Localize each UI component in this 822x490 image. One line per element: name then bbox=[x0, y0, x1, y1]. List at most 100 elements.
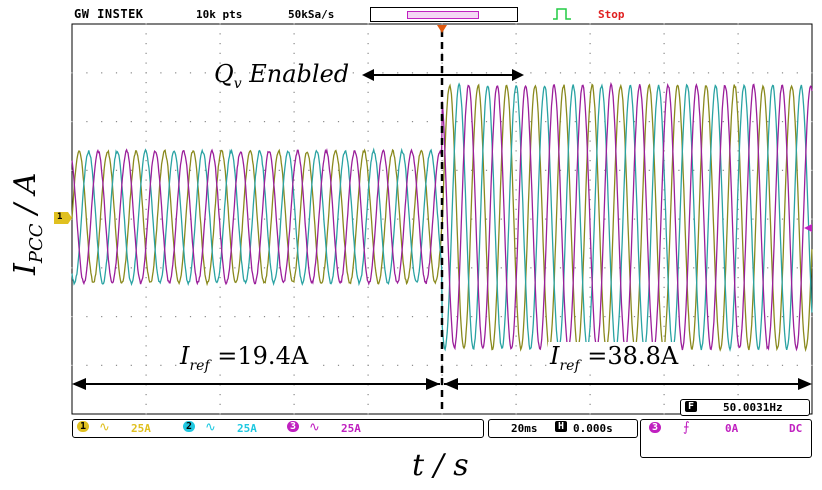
grid-dot bbox=[368, 297, 369, 298]
grid-dot bbox=[516, 33, 517, 34]
grid-dot bbox=[353, 316, 354, 317]
grid-dot bbox=[323, 365, 324, 366]
grid-dot bbox=[516, 160, 517, 161]
grid-dot bbox=[353, 121, 354, 122]
grid-dot bbox=[516, 92, 517, 93]
grid-dot bbox=[323, 121, 324, 122]
grid-dot bbox=[220, 248, 221, 249]
grid-dot bbox=[649, 72, 650, 73]
grid-dot bbox=[530, 365, 531, 366]
grid-dot bbox=[116, 365, 117, 366]
grid-dot bbox=[294, 258, 295, 259]
grid-dot bbox=[752, 121, 753, 122]
grid-dot bbox=[72, 219, 73, 220]
grid-dot bbox=[590, 375, 591, 376]
grid-dot bbox=[619, 72, 620, 73]
grid-dot bbox=[738, 248, 739, 249]
grid-dot bbox=[131, 121, 132, 122]
grid-dot bbox=[501, 72, 502, 73]
grid-dot bbox=[353, 72, 354, 73]
grid-dot bbox=[86, 170, 87, 171]
grid-dot bbox=[264, 219, 265, 220]
grid-dot bbox=[294, 219, 295, 220]
grid-dot bbox=[279, 219, 280, 220]
grid-dot bbox=[146, 404, 147, 405]
grid-dot bbox=[664, 111, 665, 112]
grid-dot bbox=[220, 111, 221, 112]
grid-dot bbox=[146, 24, 147, 25]
grid-dot bbox=[530, 219, 531, 220]
h-position-icon: H bbox=[555, 421, 567, 432]
grid-dot bbox=[664, 267, 665, 268]
grid-dot bbox=[220, 170, 221, 171]
grid-dot bbox=[101, 316, 102, 317]
grid-dot bbox=[442, 375, 443, 376]
grid-dot bbox=[649, 121, 650, 122]
grid-dot bbox=[294, 394, 295, 395]
grid-dot bbox=[723, 121, 724, 122]
grid-dot bbox=[220, 33, 221, 34]
grid-dot bbox=[738, 316, 739, 317]
grid-dot bbox=[146, 53, 147, 54]
grid-dot bbox=[131, 267, 132, 268]
grid-dot bbox=[175, 121, 176, 122]
grid-dot bbox=[634, 219, 635, 220]
grid-dot bbox=[220, 404, 221, 405]
grid-dot bbox=[752, 72, 753, 73]
grid-dot bbox=[678, 170, 679, 171]
grid-dot bbox=[131, 170, 132, 171]
grid-dot bbox=[738, 365, 739, 366]
grid-dot bbox=[234, 316, 235, 317]
grid-dot bbox=[590, 43, 591, 44]
grid-dot bbox=[530, 72, 531, 73]
grid-dot bbox=[516, 404, 517, 405]
grid-dot bbox=[708, 72, 709, 73]
grid-dot bbox=[664, 394, 665, 395]
grid-dot bbox=[368, 365, 369, 366]
grid-dot bbox=[782, 219, 783, 220]
grid-dot bbox=[590, 287, 591, 288]
grid-dot bbox=[131, 219, 132, 220]
ch3-badge: 3 bbox=[287, 421, 299, 432]
grid-dot bbox=[516, 414, 517, 415]
grid-dot bbox=[678, 72, 679, 73]
grid-dot bbox=[797, 316, 798, 317]
grid-dot bbox=[308, 316, 309, 317]
grid-dot bbox=[353, 365, 354, 366]
grid-dot bbox=[738, 33, 739, 34]
grid-dot bbox=[708, 121, 709, 122]
grid-dot bbox=[516, 24, 517, 25]
grid-dot bbox=[767, 267, 768, 268]
grid-dot bbox=[220, 121, 221, 122]
grid-dot bbox=[486, 219, 487, 220]
grid-dot bbox=[146, 160, 147, 161]
iref-left-label: Iref =19.4A bbox=[178, 342, 310, 374]
grid-dot bbox=[146, 365, 147, 366]
grid-dot bbox=[604, 316, 605, 317]
grid-dot bbox=[368, 150, 369, 151]
grid-dot bbox=[516, 355, 517, 356]
grid-dot bbox=[590, 189, 591, 190]
grid-dot bbox=[738, 82, 739, 83]
grid-dot bbox=[146, 189, 147, 190]
grid-dot bbox=[486, 121, 487, 122]
grid-dot bbox=[604, 267, 605, 268]
grid-dot bbox=[368, 219, 369, 220]
grid-dot bbox=[338, 121, 339, 122]
ch3-scale: 25A bbox=[341, 422, 361, 435]
grid-dot bbox=[590, 53, 591, 54]
grid-dot bbox=[634, 72, 635, 73]
grid-dot bbox=[101, 219, 102, 220]
grid-dot bbox=[708, 170, 709, 171]
grid-dot bbox=[471, 365, 472, 366]
grid-dot bbox=[456, 365, 457, 366]
grid-dot bbox=[530, 267, 531, 268]
grid-dot bbox=[116, 219, 117, 220]
grid-dot bbox=[294, 102, 295, 103]
grid-dot bbox=[368, 160, 369, 161]
grid-dot bbox=[590, 82, 591, 83]
grid-dot bbox=[131, 365, 132, 366]
trigger-position-marker bbox=[437, 25, 447, 33]
grid-dot bbox=[516, 375, 517, 376]
grid-dot bbox=[664, 248, 665, 249]
